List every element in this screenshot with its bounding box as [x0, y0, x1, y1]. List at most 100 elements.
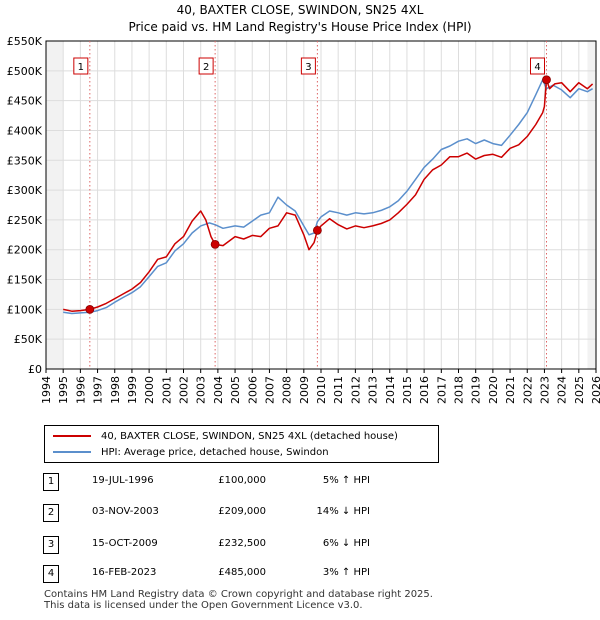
legend-label-property: 40, BAXTER CLOSE, SWINDON, SN25 4XL (det… — [101, 430, 398, 442]
chart-legend: 40, BAXTER CLOSE, SWINDON, SN25 4XL (det… — [44, 425, 439, 463]
x-tick-label: 2014 — [384, 376, 397, 404]
row-price: £209,000 — [218, 506, 266, 517]
row-date: 15-OCT-2009 — [92, 538, 158, 549]
x-tick-label: 2005 — [229, 376, 242, 404]
x-tick-label: 2016 — [418, 376, 431, 404]
row-date: 16-FEB-2023 — [92, 567, 157, 578]
y-tick-label: £0 — [28, 363, 42, 376]
sale-marker-3: 3 — [300, 57, 316, 75]
x-tick-label: 2012 — [349, 376, 362, 404]
table-row: 4 16-FEB-2023 £485,000 3% ↑ HPI — [0, 565, 600, 583]
x-tick-label: 2002 — [178, 376, 191, 404]
y-tick-labels: £0 £50K £100K £150K £200K £250K £300K £350K £400… — [7, 35, 43, 376]
x-tick-label: 2017 — [435, 376, 448, 404]
row-hpi-change: 14% ↓ HPI — [316, 506, 370, 517]
chart-series — [63, 79, 594, 315]
legend-swatch-blue — [53, 451, 91, 453]
row-number-badge: 3 — [43, 536, 59, 554]
table-row: 3 15-OCT-2009 £232,500 6% ↓ HPI — [0, 536, 600, 554]
x-tick-label: 2007 — [263, 376, 276, 404]
sale-marker-4: 4 — [530, 57, 545, 75]
legend-swatch-red — [53, 435, 91, 437]
sale-date-lines — [89, 41, 547, 369]
x-tick-label: 2019 — [470, 376, 483, 404]
x-tick-label: 2011 — [332, 376, 345, 404]
sale-point-2 — [210, 239, 220, 249]
row-number-badge: 4 — [43, 565, 59, 583]
x-tick-label: 2021 — [504, 376, 517, 404]
sale-points — [85, 75, 551, 314]
legend-label-hpi: HPI: Average price, detached house, Swin… — [101, 446, 329, 458]
x-tick-label: 2018 — [453, 376, 466, 404]
row-date: 03-NOV-2003 — [92, 506, 159, 517]
x-tick-label: 1999 — [126, 376, 139, 404]
y-tick-label: £450K — [7, 95, 43, 108]
x-tick-label: 2025 — [573, 376, 586, 404]
footer-copyright: Contains HM Land Registry data © Crown c… — [44, 589, 433, 600]
x-tick-label: 2008 — [281, 376, 294, 404]
row-price: £100,000 — [218, 475, 266, 486]
sale-point-3 — [312, 225, 322, 235]
x-tick-label: 2022 — [521, 376, 534, 404]
sale-marker-1: 1 — [73, 57, 89, 75]
x-tick-label: 1996 — [74, 376, 87, 404]
sale-marker-box — [73, 57, 89, 75]
row-number-badge: 1 — [43, 473, 59, 491]
y-tick-label: £50K — [14, 333, 43, 346]
row-date: 19-JUL-1996 — [92, 475, 154, 486]
sale-marker-box — [198, 57, 214, 75]
x-tick-label: 2009 — [298, 376, 311, 404]
y-tick-label: £200K — [7, 244, 43, 257]
y-tick-label: £250K — [7, 214, 43, 227]
sale-marker-box — [530, 57, 545, 75]
x-tick-label: 2015 — [401, 376, 414, 404]
y-tick-label: £550K — [7, 35, 43, 48]
x-tick-label: 2020 — [487, 376, 500, 404]
legend-entry-property: 40, BAXTER CLOSE, SWINDON, SN25 4XL (det… — [53, 429, 398, 443]
footer-licence: This data is licensed under the Open Gov… — [44, 600, 363, 611]
x-tick-label: 2003 — [195, 376, 208, 404]
sale-markers: 1 2 3 4 — [73, 57, 545, 75]
legend-entry-hpi: HPI: Average price, detached house, Swin… — [53, 445, 329, 459]
sale-marker-label: 1 — [78, 62, 84, 73]
row-hpi-change: 3% ↑ HPI — [322, 567, 370, 578]
table-row: 2 03-NOV-2003 £209,000 14% ↓ HPI — [0, 504, 600, 522]
x-tick-label: 2001 — [160, 376, 173, 404]
sale-marker-label: 2 — [203, 62, 209, 73]
x-tick-label: 1995 — [57, 376, 70, 404]
sale-point-4 — [542, 75, 551, 85]
series-line-hpi — [63, 79, 593, 315]
shade-future — [587, 41, 596, 369]
x-tick-label: 2023 — [538, 376, 551, 404]
x-tick-label: 2004 — [212, 376, 225, 404]
sale-marker-box — [300, 57, 316, 75]
row-price: £485,000 — [218, 567, 266, 578]
y-tick-label: £500K — [7, 65, 43, 78]
y-tick-label: £400K — [7, 124, 43, 137]
chart-subtitle: Price paid vs. HM Land Registry's House … — [128, 20, 472, 34]
x-tick-label: 2010 — [315, 376, 328, 404]
shade-pre-1995 — [46, 41, 64, 369]
plot-frame — [45, 40, 597, 370]
x-tick-label: 2006 — [246, 376, 259, 404]
y-tick-label: £100K — [7, 303, 43, 316]
x-tick-label: 2013 — [367, 376, 380, 404]
x-tick-label: 1998 — [109, 376, 122, 404]
sale-marker-2: 2 — [198, 57, 214, 75]
sale-point-1 — [85, 304, 95, 314]
table-row: 1 19-JUL-1996 £100,000 5% ↑ HPI — [0, 473, 600, 491]
x-tick-label: 1997 — [92, 376, 105, 404]
x-tick-label: 2026 — [590, 376, 600, 404]
row-hpi-change: 6% ↓ HPI — [322, 538, 370, 549]
sale-marker-label: 4 — [534, 62, 540, 73]
row-number-badge: 2 — [43, 504, 59, 522]
series-line-property — [63, 79, 594, 312]
row-price: £232,500 — [218, 538, 266, 549]
x-tick-labels: 1994 1995 1996 1997 1998 1999 2000 2001 2002 2003… — [40, 376, 600, 404]
x-tick-label: 1994 — [40, 376, 53, 404]
x-tick-label: 2000 — [143, 376, 156, 404]
chart-grid — [45, 40, 597, 373]
y-tick-label: £300K — [7, 184, 43, 197]
price-chart: 1 2 3 4 £0 £50K £100K £150K £200K £250K £300K £350… — [7, 35, 600, 404]
y-tick-label: £350K — [7, 154, 43, 167]
